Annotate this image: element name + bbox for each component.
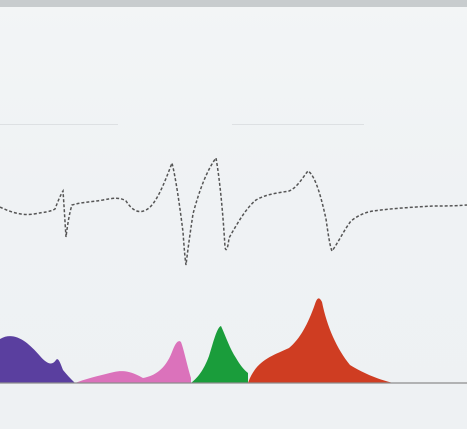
top-border (0, 0, 467, 7)
spectral-bands (0, 298, 393, 383)
faint-separator-right (232, 124, 364, 125)
pink-band (75, 341, 191, 383)
red-band (248, 298, 393, 383)
dotted-waveform-trace (0, 156, 467, 266)
faint-separator-left (0, 124, 118, 125)
purple-band (0, 336, 75, 383)
green-band (191, 326, 248, 383)
